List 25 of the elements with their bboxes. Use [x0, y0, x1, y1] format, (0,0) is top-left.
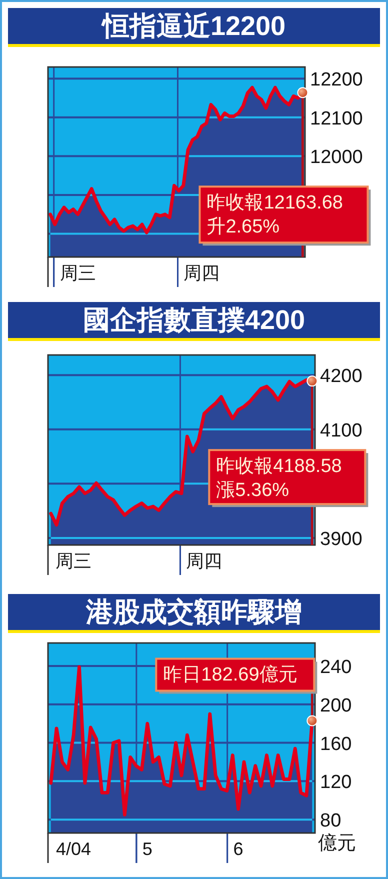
- y-tick-label: 80: [320, 810, 342, 832]
- x-tick-label: 周三: [60, 263, 96, 283]
- chart-title: 恒指逼近12200: [100, 11, 286, 41]
- y-tick-label: 120: [320, 772, 352, 794]
- annotation: 昨日182.69億元: [163, 664, 298, 686]
- chart-title: 港股成交額昨驟增: [85, 597, 302, 627]
- x-tick-label: 周四: [186, 551, 222, 571]
- x-tick-label: 周三: [56, 551, 92, 571]
- x-tick-label: 4/04: [56, 839, 92, 859]
- y-tick-label: 200: [320, 695, 352, 716]
- y-tick-label: 4200: [320, 366, 362, 388]
- y-tick-label: 12000: [310, 147, 363, 168]
- y-tick-label: 12100: [310, 108, 363, 130]
- annotation: 昨收報12163.68 升2.65%: [206, 192, 343, 238]
- y-tick-label: 12200: [310, 70, 363, 91]
- y-tick-label: 3900: [320, 528, 362, 550]
- annotation: 昨收報4188.58 漲5.36%: [216, 456, 342, 502]
- y-tick-label: 4100: [320, 420, 362, 442]
- x-tick-label: 5: [142, 839, 152, 859]
- y-tick-label: 240: [320, 657, 352, 678]
- chart-title: 國企指數直撲4200: [82, 305, 306, 335]
- y-tick-label: 160: [320, 734, 352, 755]
- y-axis-title: 億元: [318, 833, 356, 854]
- x-tick-label: 6: [233, 839, 244, 859]
- x-tick-label: 周四: [184, 263, 220, 283]
